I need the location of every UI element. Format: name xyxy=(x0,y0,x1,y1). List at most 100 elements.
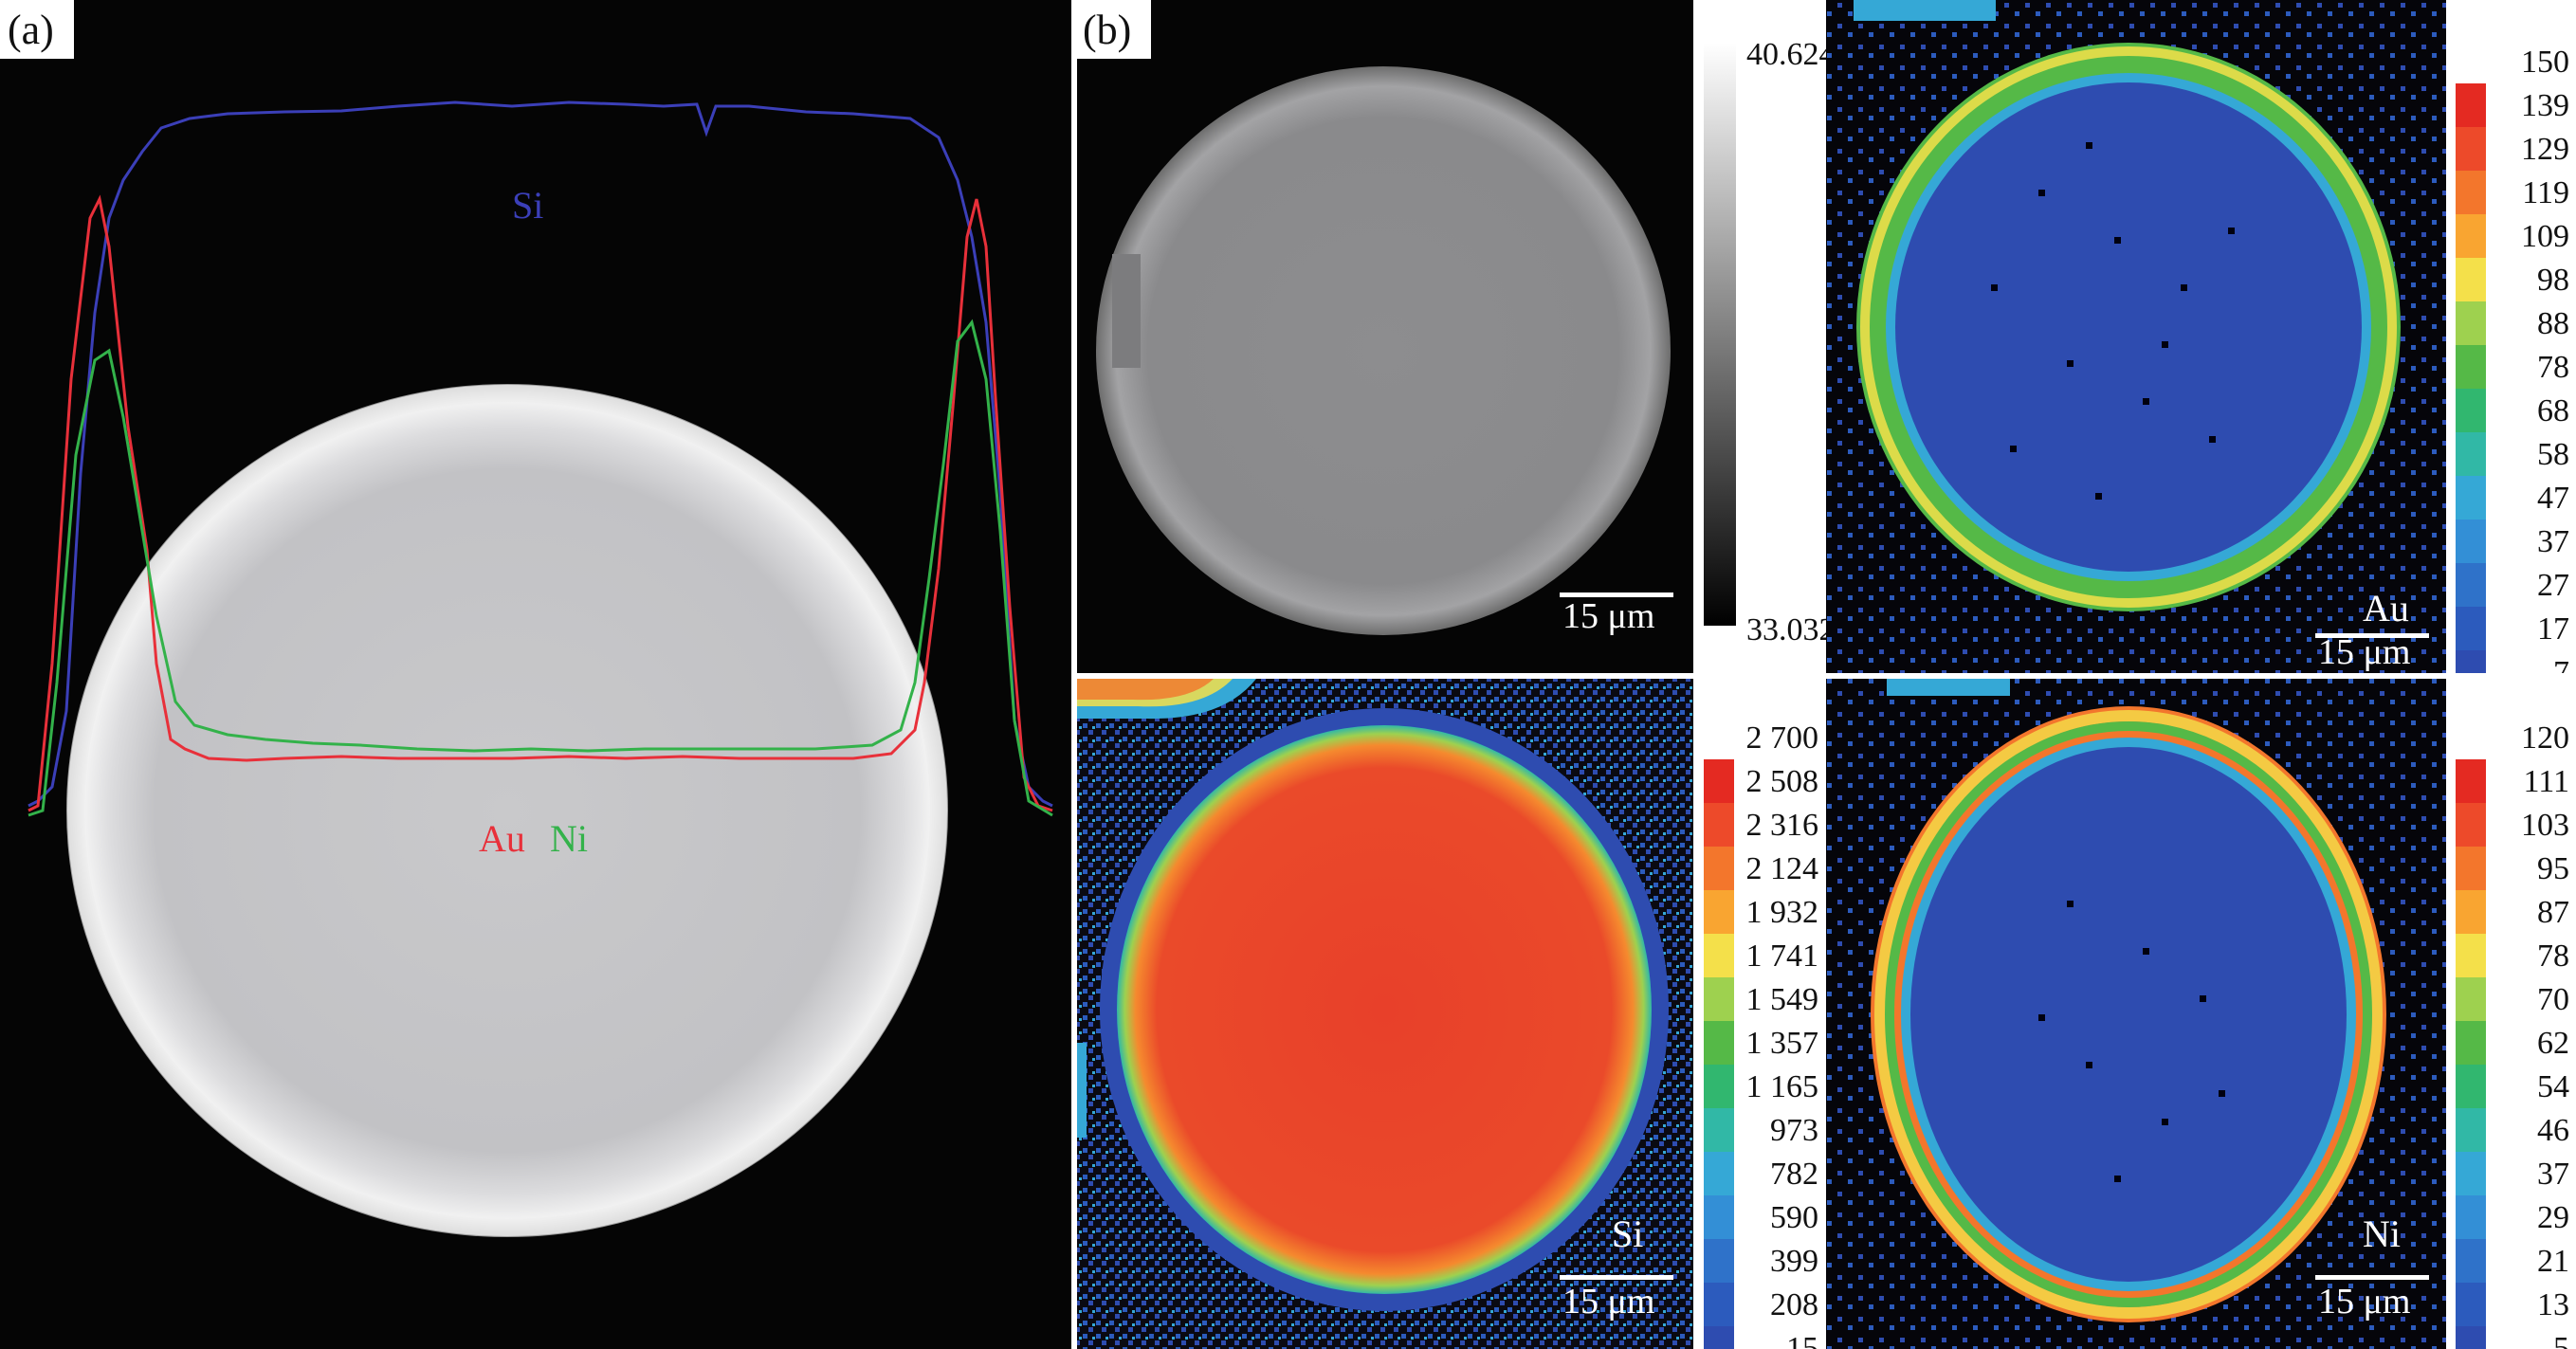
panel-a-label-box xyxy=(0,0,74,59)
si-colorbar-tick: 590 xyxy=(1770,1200,1818,1235)
ni-map: Ni 15 μm xyxy=(1826,673,2446,1349)
au-colorbar-tick: 129 xyxy=(2521,132,2569,167)
panel-a-label: (a) xyxy=(8,7,54,53)
au-colorbar-tick: 150 xyxy=(2521,45,2569,80)
au-trace-label: Au xyxy=(479,817,525,860)
si-trace-label: Si xyxy=(512,184,543,227)
ni-colorbar-swatch xyxy=(2456,890,2486,934)
si-scale-label: 15 μm xyxy=(1562,1282,1654,1322)
ni-colorbar-tick: 21 xyxy=(2537,1244,2569,1279)
sem-colorbar: 40.624 33.032 xyxy=(1693,0,1836,673)
ni-colorbar-swatch xyxy=(2456,977,2486,1021)
ni-colorbar-swatch xyxy=(2456,759,2486,803)
si-colorbar-swatch xyxy=(1704,803,1734,847)
si-colorbar-tick: 1 741 xyxy=(1746,939,1819,974)
si-colorbar-tick: 1 932 xyxy=(1746,895,1819,930)
au-element-label: Au xyxy=(2363,587,2409,629)
au-colorbar-swatch xyxy=(2456,607,2486,650)
sem-disk xyxy=(1096,66,1671,635)
au-colorbar-swatch xyxy=(2456,432,2486,476)
si-colorbar-swatch xyxy=(1704,1326,1734,1349)
sem-image: 15 μm xyxy=(1077,0,1693,673)
au-colorbar-tick: 88 xyxy=(2537,306,2569,341)
au-colorbar-swatch xyxy=(2456,83,2486,127)
ni-colorbar-swatch xyxy=(2456,847,2486,890)
ni-colorbar-tick: 46 xyxy=(2537,1113,2569,1148)
au-scale-bar xyxy=(2315,633,2429,638)
ni-colorbar-swatch xyxy=(2456,716,2486,759)
ni-colorbar-tick: 37 xyxy=(2537,1157,2569,1192)
ni-colorbar-tick: 70 xyxy=(2537,982,2569,1017)
sem-colorbar-max: 40.624 xyxy=(1746,37,1836,72)
au-colorbar-tick: 98 xyxy=(2537,263,2569,298)
sem-scale-label: 15 μm xyxy=(1562,596,1654,636)
au-colorbar-tick: 58 xyxy=(2537,437,2569,472)
au-colorbar-swatch xyxy=(2456,171,2486,214)
sem-colorbar-min: 33.032 xyxy=(1746,612,1836,647)
au-colorbar-swatch xyxy=(2456,345,2486,389)
ni-scale-label: 15 μm xyxy=(2318,1282,2410,1322)
si-disk xyxy=(1117,725,1652,1294)
si-colorbar-tick: 1 549 xyxy=(1746,982,1819,1017)
ni-colorbar-swatch xyxy=(2456,1239,2486,1283)
si-colorbar-swatch xyxy=(1704,847,1734,890)
au-colorbar-swatch xyxy=(2456,258,2486,301)
si-colorbar-swatch xyxy=(1704,890,1734,934)
si-colorbar-swatch xyxy=(1704,716,1734,759)
panel-b-label-box xyxy=(1077,0,1151,59)
au-colorbar-tick: 68 xyxy=(2537,393,2569,428)
au-colorbar-tick: 27 xyxy=(2537,568,2569,603)
au-colorbar-tick: 47 xyxy=(2537,481,2569,516)
si-colorbar-tick: 2 124 xyxy=(1746,851,1819,886)
si-colorbar-swatch xyxy=(1704,1065,1734,1108)
si-colorbar-tick: 2 700 xyxy=(1746,720,1819,756)
ni-element-label: Ni xyxy=(2363,1212,2401,1255)
ni-colorbar-swatch xyxy=(2456,1108,2486,1152)
au-colorbar-swatch xyxy=(2456,301,2486,345)
ni-trace-label: Ni xyxy=(550,817,588,860)
si-colorbar-swatch xyxy=(1704,1021,1734,1065)
ni-colorbar-tick: 29 xyxy=(2537,1200,2569,1235)
si-colorbar-tick: 782 xyxy=(1770,1157,1818,1192)
si-colorbar-swatch xyxy=(1704,1283,1734,1326)
au-colorbar-tick: 119 xyxy=(2522,175,2569,210)
si-colorbar-tick: 1 165 xyxy=(1746,1069,1819,1104)
si-colorbar-swatch xyxy=(1704,1152,1734,1195)
ni-scale-bar xyxy=(2315,1275,2429,1280)
sem-colorbar-gradient xyxy=(1704,43,1736,626)
ni-colorbar-tick: 5 xyxy=(2553,1331,2569,1349)
ni-colorbar-swatch xyxy=(2456,1065,2486,1108)
ni-colorbar-swatch xyxy=(2456,1152,2486,1195)
si-colorbar-swatch xyxy=(1704,1108,1734,1152)
ni-colorbar-tick: 87 xyxy=(2537,895,2569,930)
ni-colorbar-swatch xyxy=(2456,1195,2486,1239)
ni-colorbar-swatch xyxy=(2456,934,2486,977)
au-trace xyxy=(27,194,1053,812)
si-colorbar-tick: 15 xyxy=(1786,1331,1818,1349)
ni-colorbar-tick: 78 xyxy=(2537,939,2569,974)
ni-colorbar-tick: 13 xyxy=(2537,1287,2569,1322)
au-core xyxy=(1895,82,2362,572)
ni-colorbar-swatch xyxy=(2456,1283,2486,1326)
si-scale-bar xyxy=(1560,1275,1673,1280)
au-colorbar-swatch xyxy=(2456,563,2486,607)
ni-colorbar-tick: 54 xyxy=(2537,1069,2569,1104)
si-colorbar-swatch xyxy=(1704,977,1734,1021)
au-colorbar-swatch xyxy=(2456,389,2486,432)
si-colorbar-swatch xyxy=(1704,934,1734,977)
ni-colorbar-swatch xyxy=(2456,1326,2486,1349)
si-element-label: Si xyxy=(1612,1212,1643,1255)
panel-b-label: (b) xyxy=(1083,7,1131,53)
ni-colorbar: 120 111 103 95 87 78 70 62 54 46 37 29 21 13 5 xyxy=(2446,673,2576,1349)
si-colorbar-tick: 208 xyxy=(1770,1287,1818,1322)
au-scale-label: 15 μm xyxy=(2318,632,2410,672)
ni-core xyxy=(1910,747,2347,1282)
si-colorbar-swatch xyxy=(1704,1239,1734,1283)
au-colorbar-tick: 139 xyxy=(2521,88,2569,123)
ni-trace xyxy=(27,319,1053,817)
ni-colorbar-tick: 111 xyxy=(2524,764,2569,799)
si-colorbar-tick: 399 xyxy=(1770,1244,1818,1279)
ni-colorbar-tick: 120 xyxy=(2521,720,2569,756)
sem-scale-bar xyxy=(1560,592,1673,597)
